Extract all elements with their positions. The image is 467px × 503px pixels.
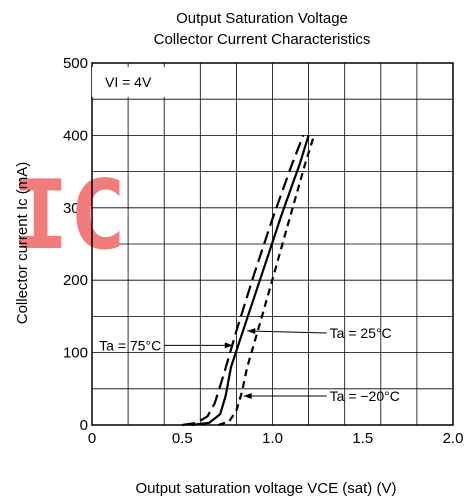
x-axis-label: Output saturation voltage VCE (sat) (V) xyxy=(136,480,397,497)
series-line-3 xyxy=(217,135,316,427)
plot-area-frame xyxy=(91,62,454,426)
x-tick-label: 1.0 xyxy=(262,430,283,447)
annotation-label-1: Ta = 25°C xyxy=(330,325,392,341)
series-group xyxy=(182,135,316,427)
tick-labels: 0 0.5 1.0 1.5 2.0 0 100 200 300 400 500 xyxy=(63,55,463,447)
chart-title: Output Saturation Voltage xyxy=(176,10,348,27)
annotation-leader-1 xyxy=(247,330,327,334)
y-tick-label: 400 xyxy=(63,127,88,144)
series-line-2 xyxy=(191,135,310,427)
condition-label: VI = 4V xyxy=(105,74,152,90)
annotation-label-3: Ta = −20°C xyxy=(330,388,400,404)
annotation-label-2: Ta = 75°C xyxy=(99,337,161,353)
y-tick-label: 0 xyxy=(80,417,88,434)
annotation-arrow-1 xyxy=(247,328,256,335)
x-tick-label: 1.5 xyxy=(352,430,373,447)
x-tick-label: 0.5 xyxy=(172,430,193,447)
watermark: IC xyxy=(12,161,126,271)
x-tick-label: 2.0 xyxy=(443,430,464,447)
series-line-1 xyxy=(182,135,305,427)
x-tick-label: 0 xyxy=(88,430,96,447)
condition-box: VI = 4V xyxy=(92,67,178,97)
chart-subtitle: Collector Current Characteristics xyxy=(154,31,371,48)
annotations-group: Ta = 25°C Ta = 75°C Ta = −20°C xyxy=(99,325,400,404)
y-tick-label: 300 xyxy=(63,200,88,217)
y-tick-label: 200 xyxy=(63,272,88,289)
annotation-arrow-2 xyxy=(224,342,233,349)
annotation-arrow-3 xyxy=(243,393,252,400)
y-tick-label: 500 xyxy=(63,55,88,72)
y-tick-label: 100 xyxy=(63,345,88,362)
y-axis-label: Collector current Ic (mA) xyxy=(14,162,31,325)
